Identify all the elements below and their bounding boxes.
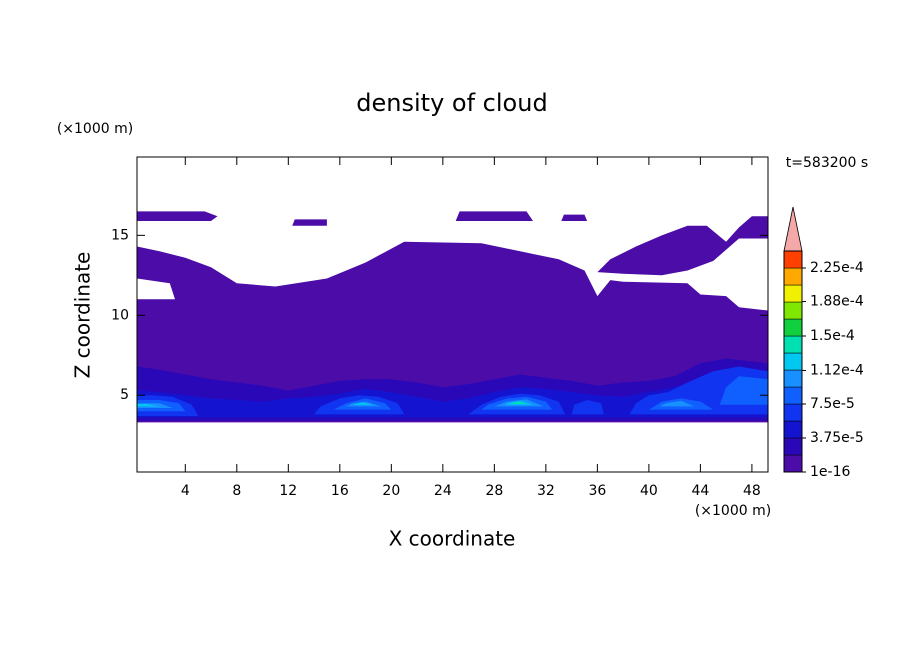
colorbar-band (783, 352, 803, 371)
contour-region (292, 219, 327, 226)
x-tick-label: 20 (382, 483, 400, 499)
y-axis-label: Z coordinate (71, 252, 95, 379)
contour-region (137, 241, 768, 423)
colorbar-band (783, 437, 803, 456)
colorbar-extend (783, 206, 803, 252)
x-tick-label: 4 (181, 483, 190, 499)
plot-frame (136, 156, 769, 473)
x-tick-label: 16 (331, 483, 349, 499)
contour-region (137, 376, 768, 418)
contour-region (659, 400, 694, 407)
x-tick-label: 32 (537, 483, 555, 499)
colorbar-tick-label: 3.75e-5 (810, 430, 864, 446)
colorbar-band (783, 369, 803, 388)
colorbar-band (783, 318, 803, 337)
colorbar-band (783, 403, 803, 422)
contour-field (137, 211, 768, 423)
contour-region (571, 400, 604, 415)
contour-region (719, 376, 768, 405)
colorbar-tick-label: 2.25e-4 (810, 260, 864, 276)
colorbar-band (783, 454, 803, 473)
contour-region (137, 404, 160, 407)
contour-region (455, 211, 533, 221)
x-tick-label: 48 (743, 483, 761, 499)
colorbar-band (783, 335, 803, 354)
y-unit: (×1000 m) (57, 121, 133, 137)
x-tick-label: 24 (434, 483, 452, 499)
contour-region (597, 216, 768, 276)
contour-region (561, 214, 588, 221)
y-tick-label: 5 (120, 387, 129, 403)
colorbar-frame (783, 250, 803, 473)
colorbar-tick-label: 1.5e-4 (810, 328, 855, 344)
x-tick-label: 12 (279, 483, 297, 499)
x-axis-label: X coordinate (389, 527, 516, 551)
contour-region (352, 402, 374, 405)
colorbar-tick-label: 1.88e-4 (810, 294, 864, 310)
colorbar-band (783, 267, 803, 286)
contour-region (511, 401, 527, 404)
chart-title: density of cloud (356, 89, 547, 117)
x-tick-label: 40 (640, 483, 658, 499)
y-tick-label: 10 (111, 307, 129, 323)
y-tick-label: 15 (111, 227, 129, 243)
x-tick-label: 44 (691, 483, 709, 499)
x-tick-label: 36 (588, 483, 606, 499)
colorbar-band (783, 284, 803, 303)
time-label: t=583200 s (786, 155, 868, 171)
colorbar-band (783, 386, 803, 405)
x-tick-label: 8 (232, 483, 241, 499)
colorbar-band (783, 420, 803, 439)
colorbar-tick-label: 1.12e-4 (810, 362, 864, 378)
colorbar-tick-label: 1e-16 (810, 464, 850, 480)
x-tick-label: 28 (485, 483, 503, 499)
colorbar-band (783, 250, 803, 269)
x-unit: (×1000 m) (695, 503, 771, 519)
colorbar-band (783, 301, 803, 320)
contour-region (137, 211, 218, 221)
colorbar-tick-label: 7.5e-5 (810, 396, 855, 412)
